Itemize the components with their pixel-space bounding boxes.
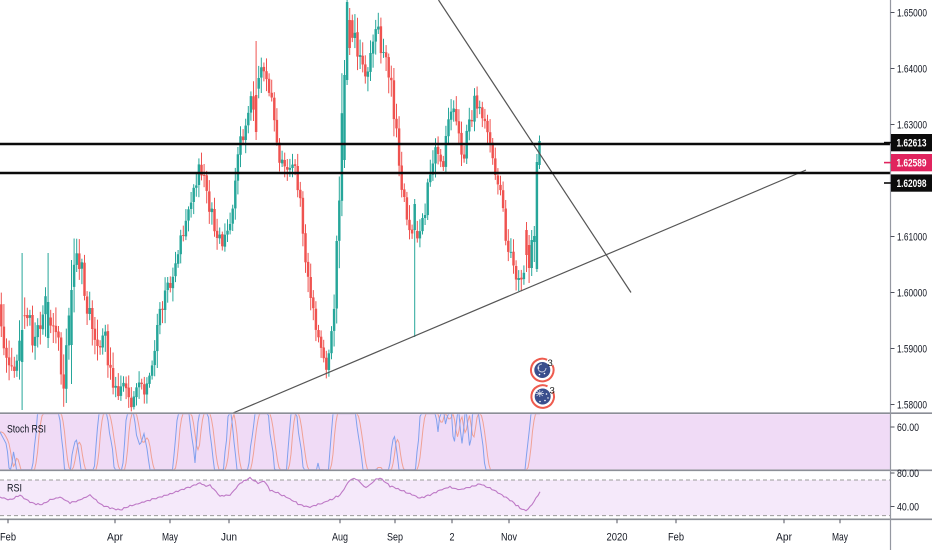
svg-text:1.59000: 1.59000 <box>897 344 927 356</box>
svg-text:1.63000: 1.63000 <box>897 120 927 132</box>
svg-text:May: May <box>162 532 178 544</box>
svg-text:RSI: RSI <box>7 483 22 495</box>
svg-text:Sep: Sep <box>387 532 403 544</box>
svg-text:Feb: Feb <box>0 532 16 544</box>
svg-text:2020: 2020 <box>607 532 628 544</box>
svg-text:1.58000: 1.58000 <box>897 400 927 412</box>
svg-text:Aug: Aug <box>332 532 348 544</box>
svg-text:2: 2 <box>450 532 455 544</box>
svg-text:3: 3 <box>548 358 553 369</box>
svg-text:Jun: Jun <box>221 532 237 544</box>
svg-text:1.65000: 1.65000 <box>897 8 927 20</box>
svg-text:1.61000: 1.61000 <box>897 232 927 244</box>
svg-text:1.62613: 1.62613 <box>897 138 927 150</box>
svg-text:1.60000: 1.60000 <box>897 288 927 300</box>
svg-text:1.62098: 1.62098 <box>897 178 927 190</box>
svg-text:1.64000: 1.64000 <box>897 64 927 76</box>
svg-text:Stoch RSI: Stoch RSI <box>7 424 46 436</box>
svg-text:1.62589: 1.62589 <box>897 158 927 170</box>
svg-text:3: 3 <box>550 386 555 397</box>
svg-text:May: May <box>832 532 848 544</box>
svg-text:40.00: 40.00 <box>897 502 919 514</box>
svg-text:60.00: 60.00 <box>897 422 919 434</box>
svg-text:Nov: Nov <box>501 532 517 544</box>
svg-text:Feb: Feb <box>668 532 684 544</box>
svg-text:80.00: 80.00 <box>897 468 919 480</box>
svg-text:Apr: Apr <box>107 532 123 544</box>
svg-text:Apr: Apr <box>776 532 792 544</box>
